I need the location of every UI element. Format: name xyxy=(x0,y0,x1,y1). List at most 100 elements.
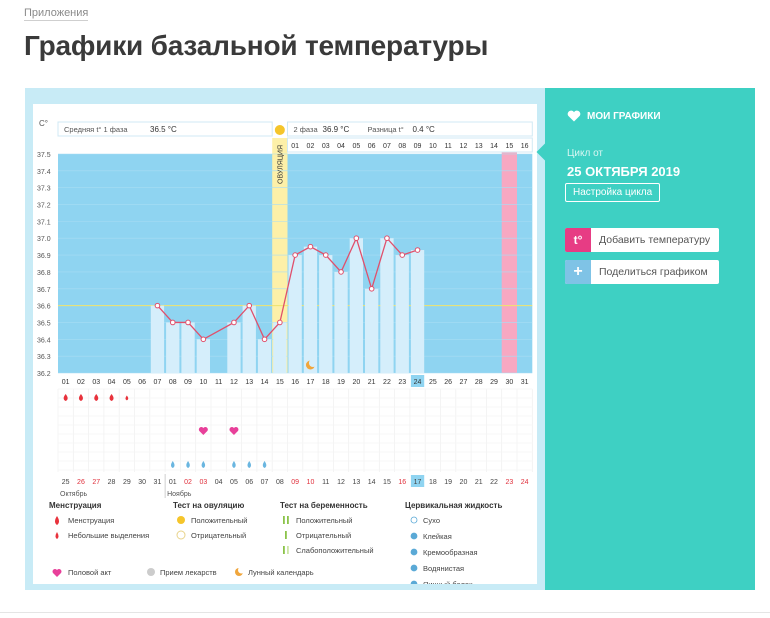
temp-bar xyxy=(257,339,272,373)
temperature-point xyxy=(338,269,344,275)
temp-bar xyxy=(380,238,394,373)
temperature-point xyxy=(307,243,314,250)
cycle-day-label: 03 xyxy=(92,379,100,386)
y-tick-label: 36.3 xyxy=(37,354,51,361)
legend-item: Водянистая xyxy=(423,564,464,573)
add-temperature-button[interactable]: t° Добавить температуру xyxy=(565,228,719,252)
footer-divider xyxy=(0,612,770,613)
cervical-fluid-icon xyxy=(410,532,418,540)
y-tick-label: 37.3 xyxy=(37,186,51,193)
temp-bar xyxy=(395,255,409,373)
cycle-day-label: 28 xyxy=(475,379,483,386)
cycle-day-label: 05 xyxy=(123,379,131,386)
faint-test-icon xyxy=(287,546,289,554)
phase2-day-label: 11 xyxy=(445,143,452,150)
breadcrumb[interactable]: Приложения xyxy=(24,7,89,21)
cycle-day-label: 15 xyxy=(276,379,284,386)
temp-bar xyxy=(242,305,256,373)
temp-bar xyxy=(349,238,363,373)
date-label: 05 xyxy=(230,479,238,486)
positive-test-icon xyxy=(287,516,289,524)
date-label: 18 xyxy=(429,479,437,486)
date-label: 23 xyxy=(505,479,513,486)
cervical-fluid-icon xyxy=(410,516,418,524)
sidebar: МОИ ГРАФИКИ Цикл от 25 ОКТЯБРЯ 2019 Наст… xyxy=(545,88,755,590)
temperature-point xyxy=(154,302,161,309)
legend-item: Клейкая xyxy=(423,532,452,541)
temperature-point xyxy=(261,336,268,343)
cycle-day-label: 21 xyxy=(368,379,376,386)
temperature-point xyxy=(231,319,237,326)
y-tick-label: 37.2 xyxy=(37,203,51,210)
chart-card: Средняя t° 1 фаза 36.5 °C 2 фаза 36.9 °C Раз… xyxy=(33,104,537,589)
cycle-day-label: 26 xyxy=(444,379,452,386)
date-label: 31 xyxy=(154,479,162,486)
legend-item: Яичный белок xyxy=(423,580,473,584)
cycle-day-label: 02 xyxy=(77,379,85,386)
phase2-day-label: 14 xyxy=(490,143,498,150)
period-forecast-column xyxy=(501,138,517,373)
cycle-settings-button[interactable]: Настройка цикла xyxy=(565,183,661,202)
blood-drop-icon xyxy=(125,395,129,401)
legend-item: Лунный календарь xyxy=(248,568,314,577)
legend-item: Отрицательный xyxy=(191,531,246,540)
temperature-point xyxy=(169,319,176,326)
legend-heading: Тест на овуляцию xyxy=(173,501,244,510)
legend-item: Положительный xyxy=(296,516,352,525)
temp-bar xyxy=(273,322,287,373)
temperature-point xyxy=(414,247,421,253)
cervical-fluid-icon xyxy=(410,580,418,588)
phase2-day-label: 06 xyxy=(368,143,376,150)
legend-heading: Менструация xyxy=(49,501,102,510)
date-label: 17 xyxy=(414,479,422,486)
legend-item: Менструация xyxy=(68,516,114,525)
y-tick-label: 36.7 xyxy=(37,287,51,294)
y-tick-label: 36.8 xyxy=(37,270,51,277)
temperature-point xyxy=(200,336,207,343)
water-drop-icon xyxy=(171,461,175,468)
highlight-date-box xyxy=(410,475,425,487)
phase2-day-label: 13 xyxy=(475,143,483,150)
cycle-day-label: 14 xyxy=(261,379,269,386)
moon-icon-shadow xyxy=(238,566,245,574)
temp-bar xyxy=(334,271,348,373)
ovulation-column xyxy=(272,138,288,373)
date-label: 10 xyxy=(307,479,315,486)
date-label: 06 xyxy=(245,479,253,486)
heart-icon xyxy=(229,427,239,435)
temperature-point xyxy=(384,235,390,242)
date-label: 03 xyxy=(199,479,207,486)
bbt-chart: Средняя t° 1 фаза 36.5 °C 2 фаза 36.9 °C Раз… xyxy=(37,119,533,589)
date-label: 30 xyxy=(138,479,146,486)
share-chart-button[interactable]: + Поделиться графиком xyxy=(565,260,719,284)
cycle-day-label: 09 xyxy=(184,379,192,386)
cycle-label: Цикл от xyxy=(567,148,604,159)
temp-bar xyxy=(227,322,241,373)
faint-test-icon xyxy=(283,546,285,554)
temperature-point xyxy=(292,252,298,258)
date-label: 13 xyxy=(352,479,360,486)
blood-drop-icon xyxy=(109,394,114,401)
date-label: 07 xyxy=(261,479,269,486)
add-temperature-label: Добавить температуру xyxy=(599,234,711,246)
date-label: 04 xyxy=(215,479,223,486)
water-drop-icon xyxy=(201,461,206,468)
phase1-label: Средняя t° 1 фаза xyxy=(64,125,128,134)
my-charts-link[interactable]: МОИ ГРАФИКИ xyxy=(567,110,661,122)
y-tick-label: 36.5 xyxy=(37,320,51,327)
phase2-value: 36.9 °C xyxy=(323,125,350,134)
phase2-day-label: 12 xyxy=(460,143,468,150)
blood-drop-icon xyxy=(94,394,99,401)
temperature-point xyxy=(185,319,191,326)
cycle-day-label: 10 xyxy=(199,379,207,386)
phase2-day-label: 08 xyxy=(398,143,406,150)
cycle-day-label: 25 xyxy=(429,379,437,386)
water-drop-icon xyxy=(186,461,190,468)
phase1-value: 36.5 °C xyxy=(150,125,177,134)
temp-bar xyxy=(410,250,425,373)
diff-value: 0.4 °C xyxy=(413,125,436,134)
date-label: 20 xyxy=(460,479,468,486)
legend-heading: Тест на беременность xyxy=(280,501,368,510)
heart-icon xyxy=(567,110,581,122)
positive-sun-icon xyxy=(177,516,185,524)
